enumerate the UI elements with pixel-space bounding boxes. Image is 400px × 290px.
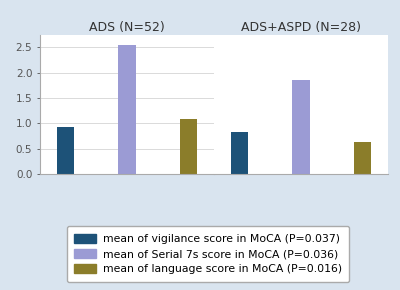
Bar [292,80,310,174]
Bar [118,45,136,174]
Bar [180,119,197,174]
Title: ADS+ASPD (N=28): ADS+ASPD (N=28) [241,21,361,34]
Bar [354,142,371,174]
Bar [231,132,248,174]
Legend: mean of vigilance score in MoCA (P=0.037), mean of Serial 7s score in MoCA (P=0.: mean of vigilance score in MoCA (P=0.037… [67,226,349,282]
Title: ADS (N=52): ADS (N=52) [89,21,165,34]
Bar [57,127,74,174]
